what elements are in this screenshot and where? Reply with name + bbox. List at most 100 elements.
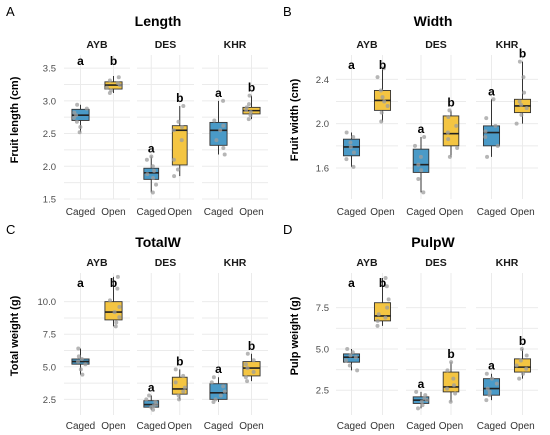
data-point (113, 324, 118, 329)
data-point (221, 145, 226, 150)
data-point (153, 399, 158, 404)
x-tick-label: Open (510, 421, 534, 432)
data-point (378, 88, 383, 93)
x-tick-label: Caged (66, 207, 95, 218)
facet-des: DES a Caged b Open (137, 39, 194, 218)
data-point (517, 99, 522, 104)
significance-letter: a (215, 86, 222, 100)
facet-label: KHR (496, 257, 519, 269)
data-point (248, 109, 253, 114)
data-point (494, 381, 499, 386)
box-caged (482, 125, 501, 147)
panel-label: A (6, 4, 15, 19)
data-point (524, 366, 529, 371)
chart-title: Length (135, 13, 182, 29)
box-caged (143, 167, 160, 180)
x-tick-label: Open (439, 207, 463, 218)
data-point (524, 106, 529, 111)
data-point (451, 383, 456, 388)
data-point (483, 129, 488, 134)
y-tick-label: 3.0 (43, 96, 56, 107)
chart-title: PulpW (411, 234, 455, 250)
significance-letter: a (418, 122, 425, 136)
data-point (72, 110, 77, 115)
data-point (221, 384, 226, 389)
data-point (519, 102, 524, 107)
data-point (350, 350, 355, 355)
data-point (79, 356, 84, 361)
facet-label: AYB (356, 257, 378, 269)
y-tick-label: 7.5 (43, 330, 56, 341)
data-point (171, 157, 176, 162)
x-tick-label: Caged (137, 207, 166, 218)
facet-label: AYB (86, 39, 108, 51)
facet-label: DES (155, 257, 177, 269)
data-point (243, 375, 248, 380)
panel-a: A Length Fruit length (cm) 1.5 2.0 2.5 3.0 3.5 A… (6, 4, 268, 218)
data-point (454, 123, 459, 128)
data-point (244, 105, 249, 110)
significance-letter: b (379, 58, 386, 72)
data-point (222, 389, 227, 394)
data-point (107, 78, 112, 83)
chart-title: Width (414, 13, 453, 29)
data-point (383, 275, 388, 280)
data-point (145, 172, 150, 177)
data-point (446, 137, 451, 142)
data-point (422, 396, 427, 401)
data-point (495, 143, 500, 148)
data-point (175, 167, 180, 172)
data-point (493, 123, 498, 128)
data-point (491, 97, 496, 102)
data-point (173, 380, 178, 385)
data-point (245, 351, 250, 356)
facet-des: DES a Caged b Open (406, 257, 466, 432)
x-tick-label: Open (439, 421, 463, 432)
data-point (521, 75, 526, 80)
facet-label: KHR (224, 39, 247, 51)
data-point (115, 274, 120, 279)
data-point (211, 375, 216, 380)
data-point (104, 85, 109, 90)
data-point (147, 393, 152, 398)
data-point (385, 103, 390, 108)
significance-letter: b (379, 276, 386, 290)
data-point (221, 123, 226, 128)
data-point (76, 354, 81, 359)
x-tick-label: Caged (406, 421, 435, 432)
facet-khr: KHR a Caged b Open (202, 39, 268, 218)
facet-des: DES a Caged b Open (137, 257, 194, 432)
data-point (453, 391, 458, 396)
facet-label: DES (425, 257, 447, 269)
data-point (445, 130, 450, 135)
data-point (416, 162, 421, 167)
data-point (416, 177, 421, 182)
y-tick-label: 2.4 (316, 75, 329, 86)
facet-khr: KHR a Caged b Open (202, 257, 268, 432)
data-point (150, 164, 155, 169)
data-point (449, 360, 454, 365)
x-tick-label: Open (101, 421, 125, 432)
chart-title: TotalW (135, 234, 181, 250)
box-open (442, 115, 460, 147)
significance-letter: a (488, 359, 495, 373)
data-point (381, 66, 386, 71)
data-point (451, 376, 456, 381)
data-point (218, 128, 223, 133)
significance-letter: a (77, 276, 84, 290)
data-point (345, 346, 350, 351)
data-point (245, 366, 250, 371)
data-point (176, 393, 181, 398)
x-tick-label: Open (239, 207, 263, 218)
significance-letter: b (447, 347, 454, 361)
facet-label: DES (425, 39, 447, 51)
data-point (375, 318, 380, 323)
x-tick-label: Caged (406, 207, 435, 218)
data-point (109, 88, 114, 93)
data-point (144, 397, 149, 402)
y-axis-label: Fruit width (cm) (289, 78, 301, 161)
data-point (347, 363, 352, 368)
data-point (489, 376, 494, 381)
